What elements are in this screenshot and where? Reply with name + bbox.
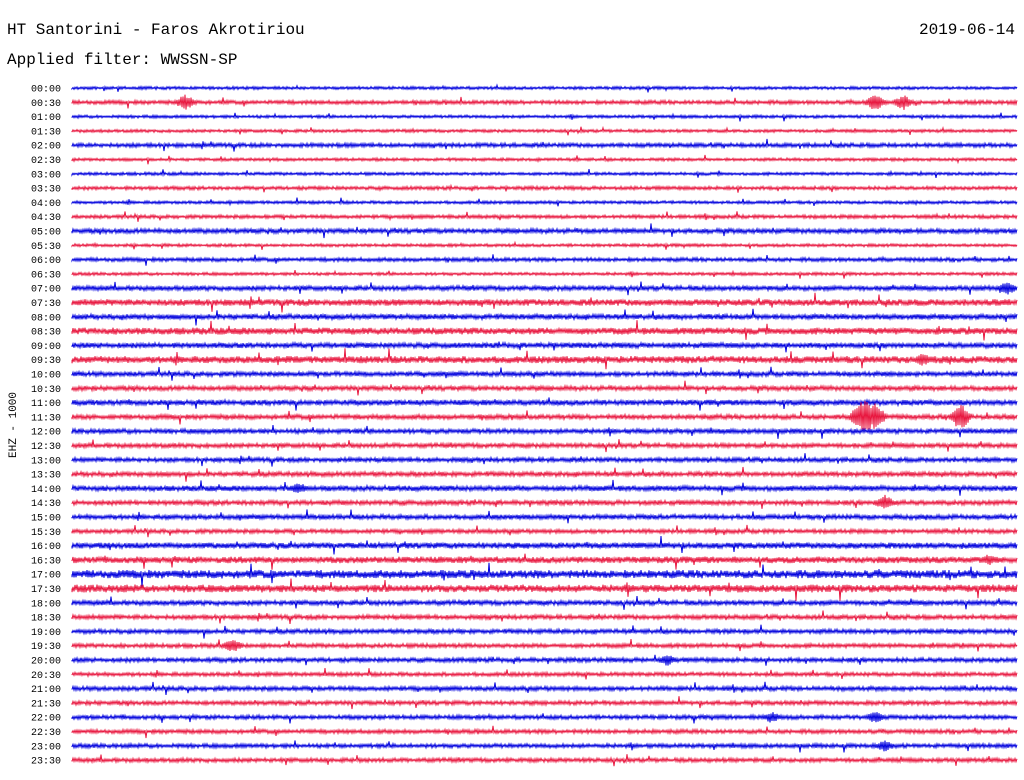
trace-1300 [72,453,1017,466]
trace-0930 [72,348,1017,369]
trace-0330 [72,186,1017,193]
time-tick-label: 08:30 [31,328,61,339]
trace-0400 [72,198,1017,207]
time-tick-label: 21:00 [31,685,61,696]
trace-1330 [72,467,1017,482]
trace-1400 [72,480,1017,496]
trace-0830 [72,320,1017,340]
time-tick-label: 20:00 [31,657,61,668]
trace-1200 [72,425,1017,439]
trace-0500 [72,223,1017,238]
trace-0230 [72,155,1017,164]
trace-2200 [72,712,1017,723]
time-tick-label: 22:00 [31,714,61,725]
time-tick-label: 00:30 [31,99,61,110]
trace-1000 [72,367,1017,381]
time-tick-label: 15:00 [31,514,61,525]
time-tick-label: 18:00 [31,599,61,610]
time-tick-label: 00:00 [31,85,61,96]
time-tick-label: 16:00 [31,542,61,553]
time-tick-label: 10:00 [31,371,61,382]
time-tick-label: 11:00 [31,399,61,410]
trace-0730 [72,293,1017,313]
trace-1730 [72,579,1017,601]
time-tick-label: 08:00 [31,313,61,324]
time-tick-label: 01:30 [31,127,61,138]
trace-2300 [72,741,1017,753]
trace-1900 [72,625,1017,639]
time-tick-label: 17:00 [31,571,61,582]
trace-0530 [72,243,1017,250]
trace-1230 [72,439,1017,452]
time-tick-label: 23:00 [31,742,61,753]
trace-1500 [72,509,1017,523]
trace-0800 [72,309,1017,326]
trace-0100 [72,113,1017,122]
trace-0200 [72,139,1017,152]
trace-0700 [72,282,1017,296]
time-tick-label: 14:00 [31,485,61,496]
trace-1530 [72,525,1017,537]
trace-0630 [72,270,1017,279]
time-tick-label: 12:30 [31,442,61,453]
time-tick-label: 10:30 [31,385,61,396]
time-tick-label: 09:30 [31,356,61,367]
time-tick-label: 21:30 [31,699,61,710]
trace-0000 [72,85,1017,92]
trace-2000 [72,655,1017,666]
time-tick-label: 02:30 [31,156,61,167]
trace-1030 [72,381,1017,396]
time-tick-label: 03:00 [31,170,61,181]
trace-1830 [72,611,1017,624]
time-tick-label: 03:30 [31,185,61,196]
trace-1430 [72,495,1017,509]
time-tick-label: 14:30 [31,499,61,510]
trace-1630 [72,554,1017,570]
time-tick-label: 22:30 [31,728,61,739]
time-tick-label: 19:30 [31,642,61,653]
trace-0130 [72,127,1017,136]
trace-0430 [72,211,1017,222]
trace-1600 [72,536,1017,554]
time-tick-label: 07:30 [31,299,61,310]
time-tick-label: 09:00 [31,342,61,353]
time-tick-label: 12:00 [31,428,61,439]
trace-0300 [72,169,1017,178]
trace-2130 [72,696,1017,709]
trace-0900 [72,342,1017,353]
time-tick-label: 20:30 [31,671,61,682]
trace-0030 [72,95,1017,110]
trace-2100 [72,682,1017,695]
time-tick-label: 06:30 [31,270,61,281]
time-tick-label: 02:00 [31,142,61,153]
trace-2230 [72,726,1017,738]
time-tick-label: 06:00 [31,256,61,267]
time-tick-label: 13:00 [31,456,61,467]
trace-1930 [72,639,1017,651]
time-tick-label: 11:30 [31,413,61,424]
time-tick-label: 04:30 [31,213,61,224]
time-tick-label: 19:00 [31,628,61,639]
time-tick-label: 16:30 [31,556,61,567]
time-tick-label: 04:00 [31,199,61,210]
time-tick-label: 05:30 [31,242,61,253]
time-tick-label: 07:00 [31,285,61,296]
trace-1800 [72,596,1017,610]
time-tick-label: 15:30 [31,528,61,539]
trace-2330 [72,754,1017,766]
trace-1700 [72,563,1017,588]
time-tick-label: 18:30 [31,614,61,625]
trace-1130 [72,401,1017,430]
trace-2030 [72,668,1017,679]
time-tick-label: 01:00 [31,113,61,124]
trace-0600 [72,254,1017,265]
time-tick-label: 13:30 [31,471,61,482]
time-tick-label: 23:30 [31,757,61,768]
time-tick-label: 17:30 [31,585,61,596]
time-tick-label: 05:00 [31,228,61,239]
